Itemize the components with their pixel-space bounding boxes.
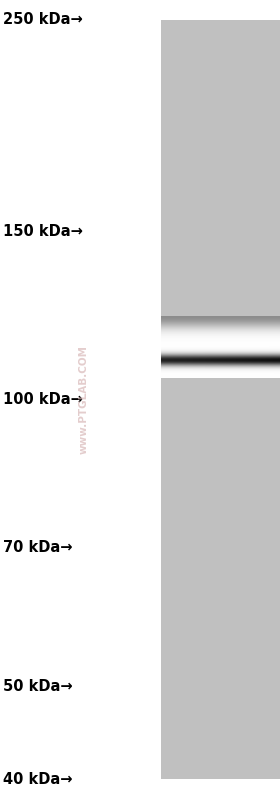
Text: 50 kDa→: 50 kDa→ [3,679,73,694]
Text: 70 kDa→: 70 kDa→ [3,540,72,555]
Bar [161,20,280,779]
Text: 250 kDa→: 250 kDa→ [3,13,83,27]
Text: 40 kDa→: 40 kDa→ [3,772,72,786]
Text: www.PTGLAB.COM: www.PTGLAB.COM [79,345,89,454]
Text: 100 kDa→: 100 kDa→ [3,392,83,407]
Text: 150 kDa→: 150 kDa→ [3,224,83,239]
